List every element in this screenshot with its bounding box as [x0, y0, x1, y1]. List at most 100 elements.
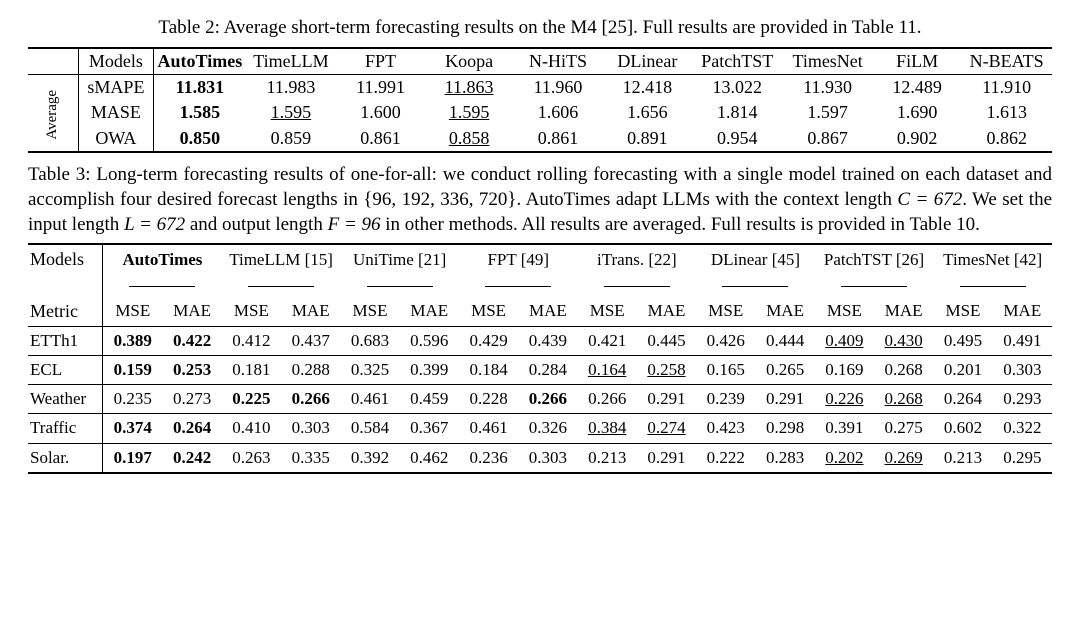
- t3-r2c4: 0.461: [340, 385, 399, 414]
- t2-col-7: TimesNet: [783, 48, 873, 75]
- t3-sub-1-1: MAE: [281, 297, 340, 327]
- t3-mcol-0: AutoTimes: [103, 244, 222, 274]
- t2-blank: [28, 48, 78, 75]
- t2-col-9: N-BEATS: [961, 48, 1052, 75]
- t3-r0c13: 0.430: [874, 327, 933, 356]
- t3-r3c2: 0.410: [222, 414, 281, 443]
- t3-r0c10: 0.426: [696, 327, 755, 356]
- t3-dataset-0: ETTh1: [28, 327, 103, 356]
- t2-r1c8: 1.690: [873, 100, 962, 125]
- t3-r3c14: 0.602: [933, 414, 992, 443]
- t3-sub-2-1: MAE: [400, 297, 459, 327]
- t3-r1c5: 0.399: [400, 356, 459, 385]
- t2-r0c8: 12.489: [873, 75, 962, 101]
- t3-sub-3-1: MAE: [518, 297, 577, 327]
- t2-col-1: TimeLLM: [246, 48, 337, 75]
- t3-sub-2-0: MSE: [340, 297, 399, 327]
- t3-r2c14: 0.264: [933, 385, 992, 414]
- t3-r3c1: 0.264: [162, 414, 221, 443]
- t3-r0c15: 0.491: [993, 327, 1052, 356]
- t3-r2c3: 0.266: [281, 385, 340, 414]
- t3-r1c10: 0.165: [696, 356, 755, 385]
- t3-r3c12: 0.391: [815, 414, 874, 443]
- t3-metric-label: Metric: [28, 297, 103, 327]
- t2-r2c1: 0.859: [246, 126, 337, 152]
- t3-r1c9: 0.258: [637, 356, 696, 385]
- t3-sub-7-1: MAE: [993, 297, 1052, 327]
- t3-r4c6: 0.236: [459, 443, 518, 473]
- t2-r2c8: 0.902: [873, 126, 962, 152]
- t3-sub-1-0: MSE: [222, 297, 281, 327]
- t3-r2c15: 0.293: [993, 385, 1052, 414]
- t3-dataset-2: Weather: [28, 385, 103, 414]
- t3-r3c13: 0.275: [874, 414, 933, 443]
- t3-r2c13: 0.268: [874, 385, 933, 414]
- t2-average-label: Average: [28, 75, 78, 153]
- t2-r0c2: 11.991: [336, 75, 425, 101]
- table2-caption: Table 2: Average short-term forecasting …: [28, 16, 1052, 41]
- t2-r1c4: 1.606: [513, 100, 602, 125]
- t3-r2c8: 0.266: [578, 385, 637, 414]
- t3-r2c11: 0.291: [755, 385, 814, 414]
- t3-r1c15: 0.303: [993, 356, 1052, 385]
- t3-r4c11: 0.283: [755, 443, 814, 473]
- t3-r0c8: 0.421: [578, 327, 637, 356]
- t3-r3c3: 0.303: [281, 414, 340, 443]
- t3-sub-0-1: MAE: [162, 297, 221, 327]
- t2-r0c1: 11.983: [246, 75, 337, 101]
- t3-dataset-3: Traffic: [28, 414, 103, 443]
- t3-r0c0: 0.389: [103, 327, 163, 356]
- t3-r4c8: 0.213: [578, 443, 637, 473]
- t2-r2c6: 0.954: [692, 126, 782, 152]
- t2-r1c6: 1.814: [692, 100, 782, 125]
- t2-r1c5: 1.656: [603, 100, 692, 125]
- t3-r3c15: 0.322: [993, 414, 1052, 443]
- t3-r0c12: 0.409: [815, 327, 874, 356]
- t3-sub-0-0: MSE: [103, 297, 163, 327]
- t3-mcol-1: TimeLLM [15]: [222, 244, 341, 274]
- t3-r4c9: 0.291: [637, 443, 696, 473]
- t3-r4c5: 0.462: [400, 443, 459, 473]
- t3-mcol-4: iTrans. [22]: [578, 244, 697, 274]
- t3-r4c15: 0.295: [993, 443, 1052, 473]
- t2-r0c0: 11.831: [154, 75, 246, 101]
- t3-mcol-5: DLinear [45]: [696, 244, 815, 274]
- t3-r0c9: 0.445: [637, 327, 696, 356]
- t2-col-5: DLinear: [603, 48, 692, 75]
- t3-r2c9: 0.291: [637, 385, 696, 414]
- t2-r2c4: 0.861: [513, 126, 602, 152]
- t2-r2c5: 0.891: [603, 126, 692, 152]
- table3: Models AutoTimes TimeLLM [15] UniTime [2…: [28, 243, 1052, 473]
- t2-r0c4: 11.960: [513, 75, 602, 101]
- t3-sub-5-0: MSE: [696, 297, 755, 327]
- t3-r1c2: 0.181: [222, 356, 281, 385]
- t3-r3c8: 0.384: [578, 414, 637, 443]
- t3-sub-5-1: MAE: [755, 297, 814, 327]
- t3-mcol-7: TimesNet [42]: [933, 244, 1052, 274]
- t3-r1c12: 0.169: [815, 356, 874, 385]
- t2-r2c7: 0.867: [783, 126, 873, 152]
- t3-r3c7: 0.326: [518, 414, 577, 443]
- t2-metric-2: OWA: [78, 126, 153, 152]
- t3-models-label: Models: [28, 244, 103, 274]
- t2-r1c9: 1.613: [961, 100, 1052, 125]
- t3-r3c10: 0.423: [696, 414, 755, 443]
- t3-r1c11: 0.265: [755, 356, 814, 385]
- t2-r1c1: 1.595: [246, 100, 337, 125]
- t3-r0c4: 0.683: [340, 327, 399, 356]
- t3-r2c0: 0.235: [103, 385, 163, 414]
- t2-r0c3: 11.863: [425, 75, 514, 101]
- t3-segrule-blank: [28, 275, 103, 297]
- t2-col-8: FiLM: [873, 48, 962, 75]
- t3-r2c10: 0.239: [696, 385, 755, 414]
- t3-mcol-3: FPT [49]: [459, 244, 578, 274]
- t3-sub-6-0: MSE: [815, 297, 874, 327]
- t3-r4c13: 0.269: [874, 443, 933, 473]
- t2-r1c7: 1.597: [783, 100, 873, 125]
- t2-col-6: PatchTST: [692, 48, 782, 75]
- t2-col-4: N-HiTS: [513, 48, 602, 75]
- t3-r3c9: 0.274: [637, 414, 696, 443]
- t3-r1c3: 0.288: [281, 356, 340, 385]
- t3-r2c2: 0.225: [222, 385, 281, 414]
- t2-col-3: Koopa: [425, 48, 514, 75]
